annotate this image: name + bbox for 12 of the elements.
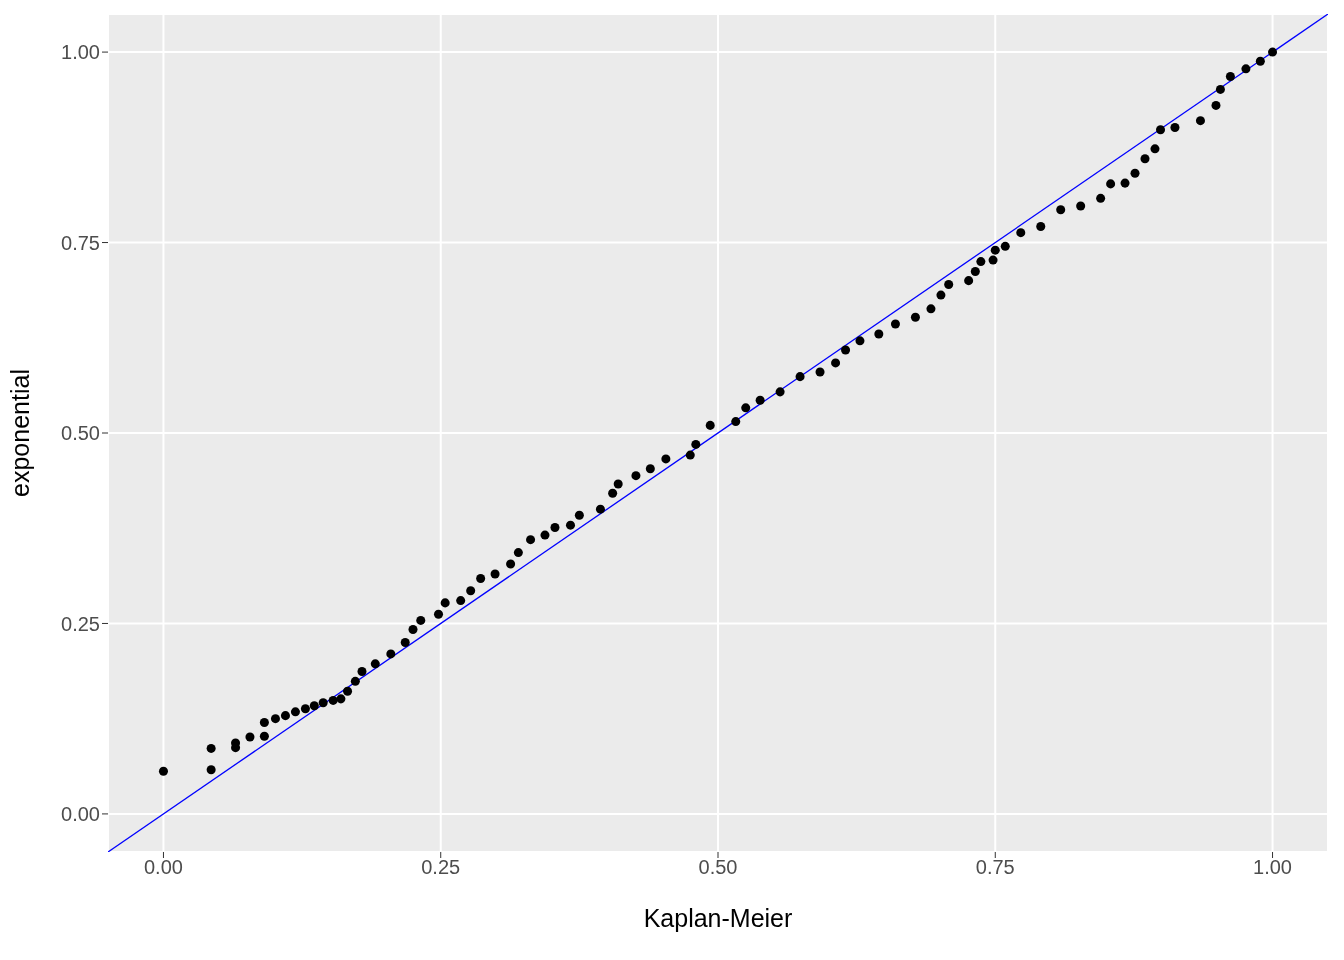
y-tick-label: 0.50 (61, 422, 100, 445)
x-tick-label: 0.50 (698, 856, 738, 879)
y-tick-label: 0.75 (61, 231, 100, 254)
y-tick-label: 0.00 (61, 803, 100, 826)
y-tick-label: 0.25 (61, 612, 100, 635)
x-axis-title: Kaplan-Meier (643, 904, 793, 932)
x-tick-label: 0.00 (143, 856, 183, 879)
x-tick-label: 0.25 (421, 856, 461, 879)
x-tick-label: 0.75 (975, 856, 1015, 879)
y-axis-title: exponential (5, 369, 34, 497)
y-tick-label: 1.00 (61, 41, 100, 64)
x-tick-label: 1.00 (1253, 856, 1293, 879)
